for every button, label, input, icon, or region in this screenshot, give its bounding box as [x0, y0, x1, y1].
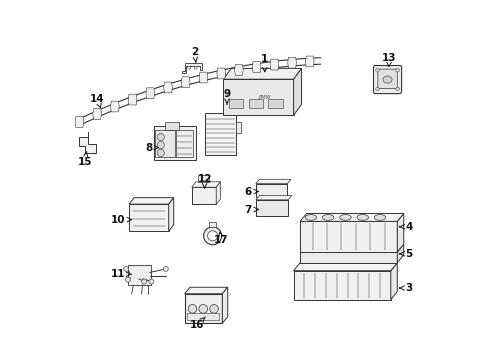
Polygon shape	[397, 244, 404, 263]
FancyBboxPatch shape	[378, 69, 397, 89]
Polygon shape	[79, 137, 96, 153]
Text: 2: 2	[191, 47, 198, 63]
Polygon shape	[397, 213, 404, 252]
Polygon shape	[169, 198, 174, 231]
Polygon shape	[185, 287, 228, 294]
Polygon shape	[75, 117, 84, 127]
Text: 4: 4	[399, 222, 413, 232]
Circle shape	[210, 305, 219, 313]
Text: 8: 8	[145, 143, 158, 153]
Bar	[205, 113, 236, 155]
Polygon shape	[235, 64, 243, 75]
Bar	[294, 271, 391, 300]
Text: 16: 16	[190, 317, 205, 330]
Polygon shape	[252, 62, 261, 72]
Polygon shape	[223, 68, 301, 79]
Circle shape	[188, 66, 191, 69]
Bar	[192, 187, 216, 204]
Circle shape	[199, 305, 208, 313]
Circle shape	[142, 279, 147, 284]
Polygon shape	[300, 213, 404, 221]
Polygon shape	[164, 82, 172, 93]
Polygon shape	[182, 63, 202, 73]
Bar	[256, 200, 288, 216]
Circle shape	[396, 87, 399, 91]
Ellipse shape	[374, 215, 386, 220]
Bar	[155, 130, 175, 157]
Polygon shape	[391, 263, 397, 300]
Polygon shape	[256, 195, 292, 200]
Text: 6: 6	[244, 186, 258, 197]
Bar	[223, 79, 294, 115]
Bar	[300, 252, 397, 263]
Text: 11: 11	[111, 269, 131, 279]
Text: 7: 7	[244, 204, 258, 215]
Polygon shape	[217, 68, 225, 79]
Bar	[185, 294, 222, 323]
Circle shape	[204, 227, 221, 245]
Text: 5: 5	[399, 249, 413, 259]
Circle shape	[163, 266, 169, 271]
Polygon shape	[93, 109, 101, 120]
Text: 1: 1	[261, 54, 269, 72]
Bar	[176, 130, 193, 157]
Polygon shape	[129, 198, 174, 204]
Polygon shape	[294, 263, 397, 271]
Polygon shape	[222, 287, 228, 323]
Bar	[209, 222, 216, 227]
Ellipse shape	[340, 215, 351, 220]
Bar	[129, 204, 169, 231]
Polygon shape	[146, 88, 155, 99]
Polygon shape	[199, 72, 208, 83]
Text: 3: 3	[399, 283, 413, 293]
Text: 13: 13	[382, 53, 396, 67]
Circle shape	[157, 141, 164, 149]
Circle shape	[194, 66, 197, 69]
Circle shape	[123, 266, 129, 271]
Text: 10: 10	[111, 215, 132, 225]
Polygon shape	[294, 68, 301, 115]
Bar	[256, 184, 288, 197]
Circle shape	[396, 68, 399, 72]
Text: 15: 15	[77, 152, 92, 167]
Circle shape	[157, 134, 164, 141]
Polygon shape	[111, 101, 119, 112]
Polygon shape	[288, 57, 296, 68]
Ellipse shape	[322, 215, 334, 220]
Circle shape	[149, 279, 154, 284]
Circle shape	[376, 68, 379, 72]
Bar	[128, 265, 151, 285]
Text: 9: 9	[223, 89, 231, 104]
Bar	[154, 126, 196, 160]
Text: 17: 17	[214, 232, 229, 246]
Polygon shape	[181, 77, 190, 87]
Ellipse shape	[305, 215, 317, 220]
Polygon shape	[270, 59, 279, 70]
Polygon shape	[256, 179, 291, 184]
Bar	[229, 99, 243, 108]
Bar	[269, 99, 283, 108]
Bar	[248, 99, 263, 108]
Bar	[187, 313, 219, 320]
Circle shape	[208, 231, 218, 241]
Circle shape	[188, 305, 197, 313]
Text: BMW: BMW	[259, 95, 271, 100]
Bar	[165, 122, 179, 130]
Bar	[198, 175, 209, 182]
Circle shape	[376, 87, 379, 91]
Circle shape	[125, 277, 130, 282]
Polygon shape	[216, 182, 220, 204]
Polygon shape	[305, 56, 314, 67]
Polygon shape	[192, 182, 220, 187]
Polygon shape	[236, 122, 242, 133]
Bar	[300, 221, 397, 252]
Text: 14: 14	[90, 94, 105, 108]
Circle shape	[157, 149, 164, 157]
Ellipse shape	[383, 76, 392, 83]
Text: 12: 12	[197, 174, 212, 188]
FancyBboxPatch shape	[373, 66, 402, 94]
Polygon shape	[128, 94, 137, 105]
Ellipse shape	[357, 215, 368, 220]
